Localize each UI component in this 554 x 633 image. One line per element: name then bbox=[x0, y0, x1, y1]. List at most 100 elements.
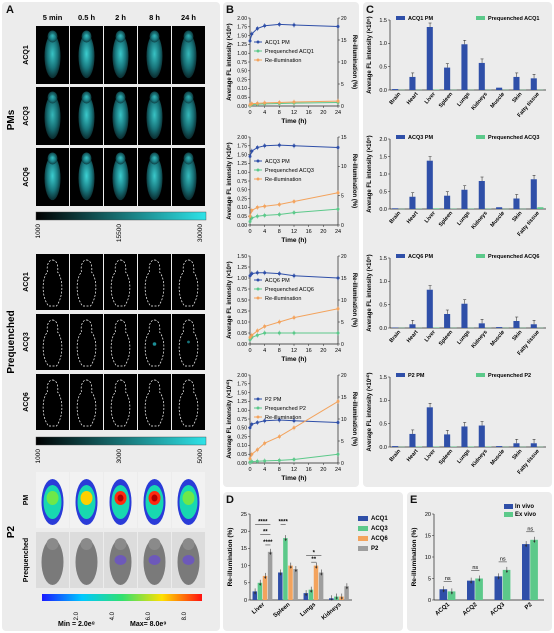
panel-c-background bbox=[363, 2, 552, 487]
mouse-outline bbox=[110, 379, 131, 427]
category-label: Skin bbox=[511, 329, 523, 342]
faint-signal-dot bbox=[187, 340, 190, 344]
category-label: Muscle bbox=[490, 448, 507, 466]
bar-pm bbox=[530, 443, 537, 447]
y2-tick-label: 5 bbox=[341, 82, 344, 88]
x-tick-label: 24 bbox=[335, 229, 341, 235]
category-label: Muscle bbox=[490, 329, 507, 347]
pm-mouse-head bbox=[115, 152, 126, 165]
pm-mouse-head bbox=[183, 30, 194, 43]
legend-swatch bbox=[476, 135, 485, 139]
bar bbox=[257, 582, 263, 600]
y2-tick-label: 0 bbox=[341, 461, 344, 467]
y2-tick-label: 20 bbox=[341, 254, 347, 260]
y2-tick-label: 5 bbox=[341, 439, 344, 445]
category-label: ACQ1 bbox=[434, 602, 451, 618]
bar-pm bbox=[409, 196, 416, 209]
x-axis-title: Time (h) bbox=[281, 356, 306, 363]
p2-prequenched-head bbox=[182, 538, 195, 550]
y2-tick-label: 15 bbox=[341, 276, 347, 282]
x-tick-label: 20 bbox=[320, 348, 326, 354]
y-tick-label: 0.50 bbox=[237, 426, 247, 432]
legend-marker bbox=[256, 415, 260, 419]
time-label: 0.5 h bbox=[78, 13, 96, 22]
bar-pm bbox=[409, 324, 416, 328]
pm-mouse-head bbox=[183, 91, 194, 104]
time-label: 24 h bbox=[181, 13, 196, 22]
chart-b2-acq3-kinetics: 0.00 0.05 0.10 0.25 0.50 0.75 1.00 1.25 1.50 1.75… bbox=[227, 135, 357, 244]
pm-mouse-head bbox=[183, 152, 194, 165]
y-tick-label: 15 bbox=[425, 533, 431, 539]
pm-mouse-signal bbox=[180, 34, 197, 79]
y-tick-label: 1.50 bbox=[237, 390, 247, 396]
y-tick-label: 0.10 bbox=[237, 443, 247, 449]
x-tick-label: 4 bbox=[263, 467, 266, 473]
row-label: ACQ1 bbox=[23, 272, 30, 292]
legend-label: Prequenched ACQ6 bbox=[488, 254, 539, 260]
pm-mouse-signal bbox=[78, 95, 95, 140]
category-label: Muscle bbox=[490, 210, 507, 228]
bar bbox=[267, 551, 273, 600]
replicate-dot bbox=[254, 592, 256, 594]
y-tick-label: 0.05 bbox=[237, 452, 247, 458]
legend-label: Re-illumination bbox=[265, 296, 301, 302]
bar bbox=[262, 575, 268, 600]
y-tick-label: 0.75 bbox=[237, 287, 247, 293]
replicate-dot bbox=[305, 593, 307, 596]
y-tick-label: 0 bbox=[244, 598, 247, 604]
legend-swatch bbox=[358, 536, 368, 541]
data-point bbox=[255, 421, 259, 425]
p2-max-label: Max= 8.0e⁹ bbox=[130, 621, 167, 628]
legend-swatch bbox=[476, 254, 485, 258]
y-tick-label: 1.5 bbox=[379, 375, 387, 381]
y2-tick-label: 0 bbox=[341, 104, 344, 110]
category-label: Heart bbox=[406, 329, 420, 344]
legend-label: ACQ6 bbox=[371, 536, 388, 542]
pm-mouse-signal bbox=[146, 34, 163, 79]
bar-pm bbox=[426, 289, 433, 328]
row-label: PM bbox=[23, 495, 30, 506]
y-tick-label: 10 bbox=[425, 555, 431, 561]
x-tick-label: 0 bbox=[248, 110, 251, 116]
y-tick-label: 0.50 bbox=[237, 69, 247, 75]
category-label: Spleen bbox=[438, 210, 455, 228]
category-label: Lungs bbox=[456, 329, 471, 345]
data-point bbox=[248, 214, 252, 218]
legend-label: Re-illumination bbox=[265, 58, 301, 64]
legend-label: Prequenched ACQ3 bbox=[488, 135, 539, 141]
mouse-outline bbox=[178, 379, 199, 427]
y2-tick-label: 20 bbox=[341, 373, 347, 379]
chart-e-invivo-exvivo: 0 5 10 15 20 Re-illumination (%) ns ACQ1 ns ACQ2 n… bbox=[411, 504, 544, 618]
data-point bbox=[263, 101, 267, 105]
data-point bbox=[277, 320, 281, 324]
y-tick-label: 1.00 bbox=[237, 408, 247, 414]
data-point bbox=[250, 272, 254, 276]
p2-scale-tick: 4.0 bbox=[110, 611, 116, 620]
category-label: Spleen bbox=[438, 448, 455, 466]
pm-mouse-signal bbox=[146, 156, 163, 201]
p2-pm-hotspot bbox=[182, 491, 195, 505]
data-point bbox=[250, 32, 254, 36]
pm-mouse-head bbox=[81, 152, 92, 165]
time-label: 5 min bbox=[43, 13, 63, 22]
bar-pm bbox=[513, 321, 520, 328]
data-point bbox=[336, 146, 340, 150]
replicate-dot bbox=[497, 576, 500, 579]
prequenched-image-frame bbox=[104, 314, 137, 370]
bar bbox=[313, 565, 319, 600]
category-label: Spleen bbox=[273, 602, 292, 619]
y-tick-label: 1.25 bbox=[237, 161, 247, 167]
y-tick-label: 1.50 bbox=[237, 152, 247, 158]
category-label: Heart bbox=[406, 448, 420, 463]
bar-pm bbox=[409, 76, 416, 90]
replicate-dot bbox=[284, 538, 287, 541]
data-point bbox=[255, 205, 259, 209]
y2-tick-label: 5 bbox=[341, 320, 344, 326]
y-axis-title: Average FL intensity (×10⁹) bbox=[227, 261, 233, 338]
bar-pm bbox=[461, 44, 468, 90]
category-label: Skin bbox=[511, 448, 523, 461]
legend-label: P2 bbox=[371, 546, 379, 552]
data-point bbox=[250, 333, 254, 337]
data-point bbox=[292, 316, 296, 320]
panel-letter-c: C bbox=[366, 4, 374, 16]
